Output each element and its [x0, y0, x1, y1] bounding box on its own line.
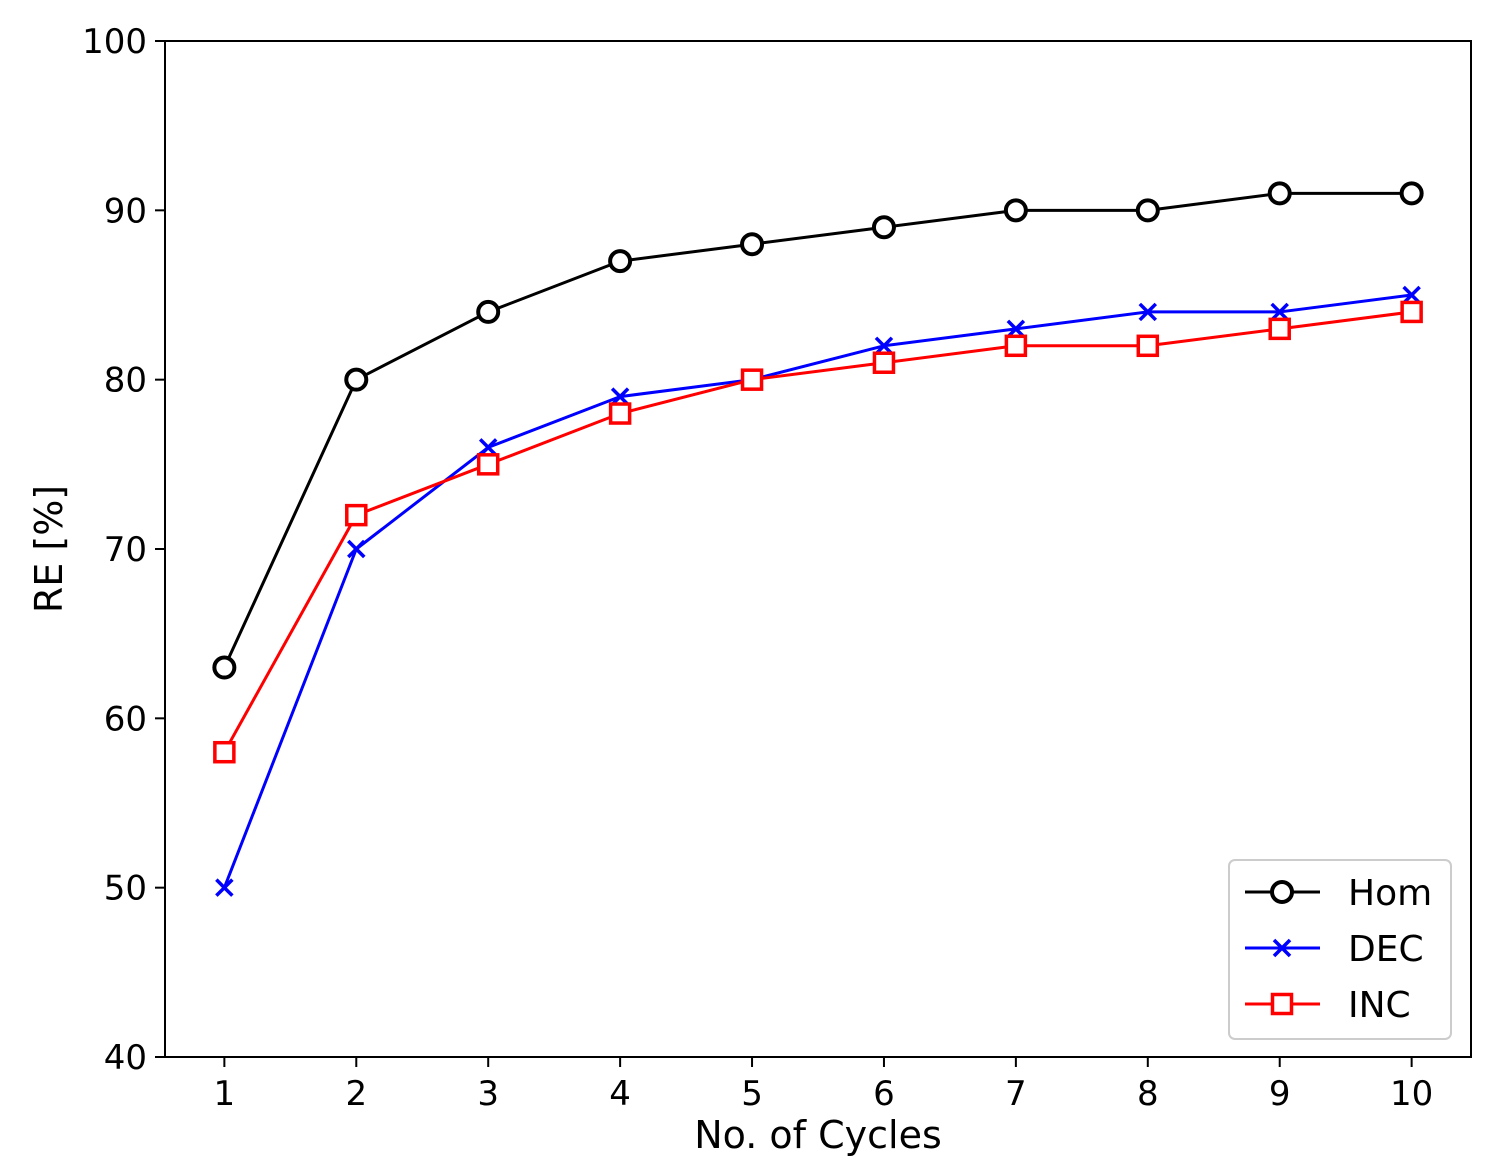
x-axis-label: No. of Cycles	[694, 1113, 942, 1157]
data-point-hom-9	[1267, 181, 1292, 206]
data-point-dec-3-stroke-b	[478, 438, 498, 457]
data-point-dec-7	[1006, 319, 1026, 339]
data-point-dec-8	[1138, 302, 1158, 322]
x-tick-label-4: 4	[609, 1074, 631, 1114]
series-line-dec	[222, 293, 1412, 889]
x-tick-label-2: 2	[345, 1074, 367, 1114]
data-point-hom-3	[476, 299, 501, 324]
data-point-inc-10	[1400, 300, 1423, 324]
axis-layer: 1 2 3 4 5 6 7 8 9 10 40 50 60 70 80 90 100	[82, 22, 1433, 1114]
legend-marker-inc	[1270, 992, 1294, 1016]
data-point-hom-1	[212, 655, 237, 680]
data-point-dec-4-stroke-b	[610, 387, 630, 406]
data-point-dec-10	[1402, 285, 1421, 305]
data-point-dec-1	[215, 878, 234, 897]
data-point-inc-4	[608, 402, 632, 425]
legend-marker-dec-stroke-b	[1272, 938, 1292, 958]
data-point-dec-9	[1270, 302, 1289, 322]
data-point-dec-6-stroke-b	[874, 336, 894, 356]
y-tick-label-60: 60	[104, 699, 147, 739]
data-point-hom-8	[1135, 198, 1160, 223]
series-layer	[212, 181, 1424, 897]
y-tick-label-70: 70	[104, 530, 147, 570]
legend-entry-dec: DEC	[1245, 929, 1424, 970]
x-tick-label-9: 9	[1269, 1074, 1291, 1114]
legend-marker-hom	[1270, 880, 1294, 904]
y-axis-label: RE [%]	[27, 485, 71, 613]
data-point-dec-3	[478, 438, 498, 457]
y-tick-label-90: 90	[104, 191, 147, 231]
data-point-hom-10	[1399, 181, 1424, 206]
data-point-inc-7	[1004, 334, 1028, 358]
data-point-dec-4	[610, 387, 630, 406]
legend: Hom DEC INC	[1228, 859, 1452, 1040]
data-point-dec-7-stroke-b	[1006, 319, 1026, 339]
data-point-dec-2	[347, 539, 366, 559]
legend-label-hom: Hom	[1348, 873, 1432, 914]
y-tick-label-40: 40	[104, 1038, 147, 1078]
data-point-inc-5	[740, 368, 764, 391]
x-tick-label-3: 3	[477, 1074, 499, 1114]
series-inc	[213, 300, 1423, 764]
legend-entry-hom: Hom	[1245, 873, 1432, 914]
x-tick-label-8: 8	[1137, 1074, 1159, 1114]
series-line-inc	[223, 310, 1412, 753]
data-point-hom-7	[1003, 198, 1028, 223]
data-point-hom-5	[740, 232, 765, 257]
x-tick-label-10: 10	[1390, 1074, 1433, 1114]
legend-label-inc: INC	[1348, 985, 1411, 1026]
data-point-dec-6	[874, 336, 894, 356]
data-point-inc-9	[1268, 317, 1291, 341]
legend-marker-dec	[1272, 938, 1292, 958]
data-point-dec-2-stroke-b	[347, 539, 366, 559]
data-point-hom-6	[871, 215, 896, 240]
data-point-dec-8-stroke-b	[1138, 302, 1158, 322]
data-point-hom-4	[608, 249, 633, 274]
data-point-dec-1-stroke-b	[215, 878, 234, 897]
data-point-inc-8	[1136, 334, 1160, 358]
x-tick-label-7: 7	[1005, 1074, 1027, 1114]
data-point-inc-6	[872, 351, 896, 374]
data-point-hom-2	[344, 367, 369, 392]
data-point-inc-3	[476, 453, 500, 476]
data-point-inc-2	[345, 503, 368, 527]
series-hom	[212, 181, 1424, 680]
y-tick-label-80: 80	[104, 361, 147, 401]
y-tick-label-100: 100	[82, 22, 147, 62]
series-line-hom	[222, 191, 1412, 669]
legend-label-dec: DEC	[1348, 929, 1424, 970]
x-tick-label-6: 6	[873, 1074, 895, 1114]
data-point-inc-1	[213, 740, 236, 764]
data-point-dec-10-stroke-b	[1402, 285, 1421, 305]
x-tick-label-1: 1	[214, 1074, 236, 1114]
y-tick-label-50: 50	[104, 869, 147, 909]
data-point-dec-9-stroke-b	[1270, 302, 1289, 322]
x-tick-label-5: 5	[741, 1074, 763, 1114]
legend-entry-inc: INC	[1245, 985, 1411, 1026]
